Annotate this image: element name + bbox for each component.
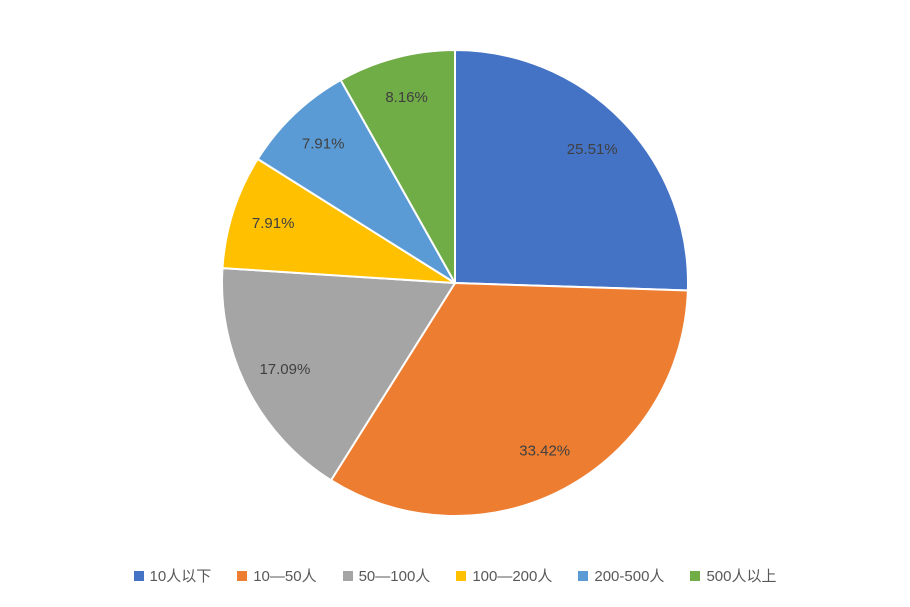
legend-item: 10人以下 [133,567,212,585]
pie-slice-2 [330,282,689,517]
slice-value-label-4: 7.91% [252,215,295,232]
legend-label: 50—100人 [358,567,431,585]
legend: 10人以下 10—50人 50—100人 100—200人 200-500人 5… [0,563,910,589]
pie-slice-6 [339,49,456,284]
pie-chart: 25.51% 33.42% 17.09% 7.91% 7.91% 8.16% [221,49,689,517]
legend-item: 500人以上 [690,569,776,584]
legend-label: 200-500人 [594,567,665,585]
legend-item: 200-500人 [578,569,664,584]
legend-swatch [133,571,144,581]
legend-label: 100—200人 [472,567,553,585]
slice-value-label-1: 25.51% [567,141,618,158]
slice-value-label-2: 33.42% [519,443,570,460]
slice-value-label-6: 8.16% [385,89,428,106]
legend-item: 100—200人 [456,569,552,584]
legend-item: 10—50人 [237,567,317,585]
legend-swatch [690,571,701,581]
slice-value-label-5: 7.91% [302,136,345,153]
legend-item: 50—100人 [342,567,431,585]
pie-slice-3 [221,267,456,482]
legend-swatch [237,571,248,581]
legend-swatch [456,571,467,581]
legend-swatch [578,571,589,581]
pie-slice-5 [256,78,456,284]
pie-slice-4 [221,158,456,284]
legend-swatch [342,571,353,581]
slice-value-label-3: 17.09% [259,361,310,378]
legend-label: 10人以下 [149,567,212,585]
pie-slice-1 [454,49,689,292]
legend-label: 500人以上 [706,567,777,585]
legend-label: 10—50人 [253,567,317,585]
